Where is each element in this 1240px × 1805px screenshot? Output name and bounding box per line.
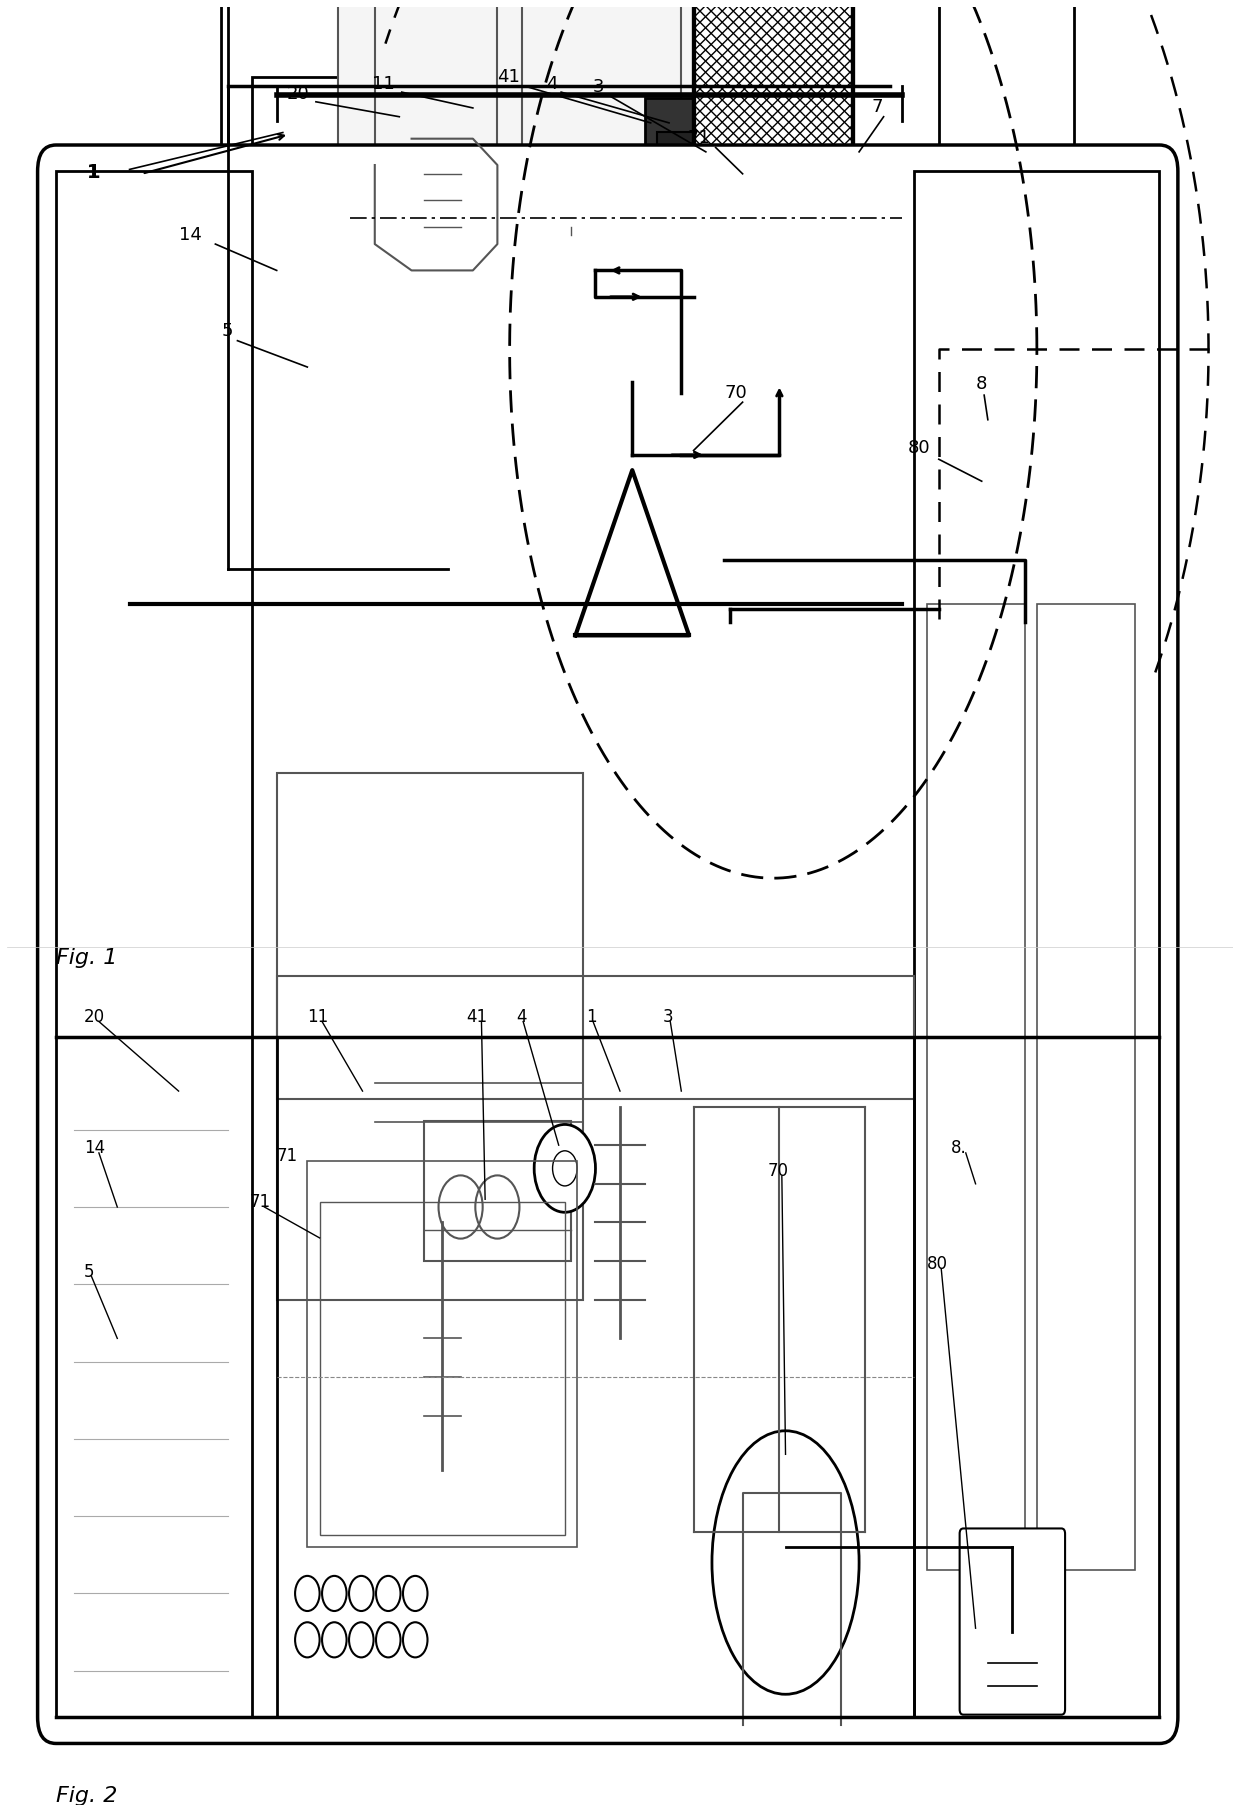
Bar [1037,605,1135,1570]
Text: 4: 4 [516,1007,526,1025]
Text: 5: 5 [222,323,233,341]
Bar [939,0,1074,621]
Bar [56,171,252,1717]
Bar [320,1202,565,1536]
FancyBboxPatch shape [37,144,1178,1744]
Text: 5: 5 [84,1262,94,1280]
Text: 14: 14 [84,1139,105,1157]
Bar [693,0,853,393]
FancyBboxPatch shape [339,0,693,314]
Text: 8: 8 [976,375,987,393]
Bar [252,78,436,569]
Text: 41: 41 [466,1007,487,1025]
Text: 11: 11 [372,74,396,92]
Text: 71: 71 [249,1193,270,1211]
Text: 7: 7 [872,97,883,116]
Bar [963,1507,1080,1717]
Circle shape [534,1125,595,1213]
Bar [657,132,718,159]
Bar [914,171,1159,1717]
Ellipse shape [541,383,724,738]
Text: 80: 80 [926,1254,947,1273]
Text: 70: 70 [768,1162,789,1180]
Text: Fig. 1: Fig. 1 [56,948,118,967]
Text: 11: 11 [308,1007,329,1025]
Text: 14: 14 [179,226,201,244]
Bar [645,97,724,148]
Bar [693,0,853,393]
Ellipse shape [712,1431,859,1695]
Text: 20: 20 [286,85,309,103]
Text: 20: 20 [84,1007,105,1025]
Text: 71: 71 [277,1146,298,1164]
Text: Fig. 2: Fig. 2 [56,1787,118,1805]
Bar [277,773,583,1300]
Circle shape [553,1152,577,1186]
Bar [166,516,436,621]
Bar [522,0,681,289]
Text: 80: 80 [908,439,931,457]
Bar [374,0,497,289]
Text: 1: 1 [87,164,98,182]
FancyBboxPatch shape [960,1529,1065,1715]
Text: 70: 70 [724,384,746,403]
Bar [308,1161,577,1547]
Bar [228,0,449,569]
Bar [951,357,1061,605]
Text: 4: 4 [547,74,558,92]
Text: 1: 1 [585,1007,596,1025]
Text: 41: 41 [497,67,521,85]
Bar [424,1121,570,1262]
Text: 1: 1 [87,162,100,182]
Text: 71: 71 [687,130,711,146]
Circle shape [562,222,580,249]
Text: 8.: 8. [951,1139,967,1157]
Text: 3: 3 [663,1007,673,1025]
Circle shape [541,191,601,280]
Bar [277,977,914,1099]
Bar [926,605,1024,1570]
Text: 3: 3 [593,78,605,96]
